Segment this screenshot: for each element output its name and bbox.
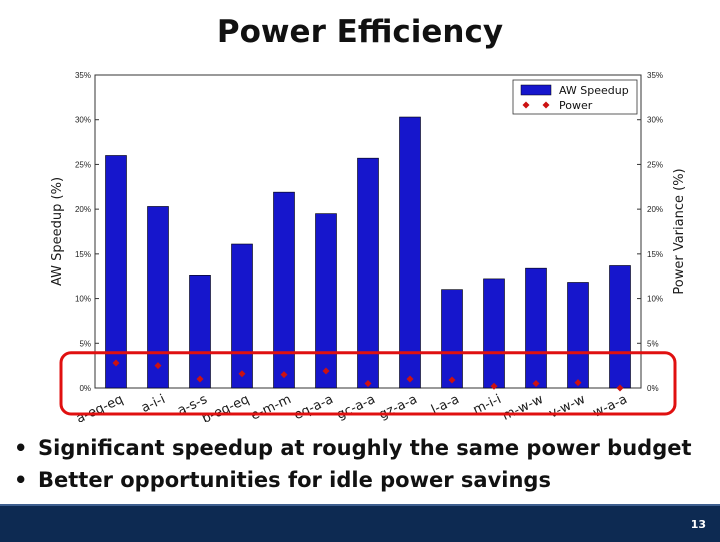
bar-a-s-s [189, 275, 211, 389]
bar-w-a-a [609, 265, 631, 389]
bar-a-eq-eq [105, 155, 127, 389]
y2-tick-label: 0% [647, 384, 659, 393]
bar-a-i-i [147, 206, 169, 389]
x-tick-label: eq-a-a [292, 392, 336, 422]
bar-gz-a-a [399, 116, 421, 389]
legend-label: AW Speedup [559, 84, 629, 97]
x-tick-label: e-m-m [249, 392, 294, 422]
x-tick-label: m-w-w [500, 392, 546, 422]
x-tick-label: b-eq-eq [200, 392, 252, 422]
bullet-dot-icon: • [14, 436, 28, 460]
slide-title: Power Efficiency [216, 14, 504, 50]
bullet-dot-icon: • [14, 468, 28, 492]
y2-tick-label: 30% [647, 116, 663, 125]
y2-tick-label: 10% [647, 295, 663, 304]
y2-tick-label: 25% [647, 160, 663, 169]
bar-v-w-w [567, 282, 589, 389]
y-tick-label: 10% [75, 295, 91, 304]
y-tick-label: 35% [75, 71, 91, 80]
y2-tick-label: 15% [647, 250, 663, 259]
y2-tick-label: 5% [647, 339, 659, 348]
legend-swatch-marker [522, 101, 530, 109]
legend-swatch-marker [542, 101, 550, 109]
y-tick-label: 15% [75, 250, 91, 259]
power-marker-l-a-a [448, 376, 456, 384]
power-marker-gc-a-a [364, 380, 372, 388]
y-tick-label: 0% [79, 384, 91, 393]
y-tick-label: 5% [79, 339, 91, 348]
bar-l-a-a [441, 289, 463, 389]
x-tick-label: v-w-w [547, 392, 588, 422]
y2-tick-label: 20% [647, 205, 663, 214]
bar-gc-a-a [357, 157, 379, 389]
x-tick-label: w-a-a [591, 392, 630, 421]
footer-bar: 13 [0, 504, 720, 542]
y-tick-label: 20% [75, 205, 91, 214]
power-marker-w-a-a [616, 384, 624, 392]
power-marker-a-eq-eq [112, 359, 120, 367]
bar-e-m-m [273, 191, 295, 389]
highlight-box [59, 351, 677, 416]
bullet-list: • Significant speedup at roughly the same… [14, 432, 714, 496]
y-tick-label: 25% [75, 160, 91, 169]
bar-chart: 0% 0% 5% 5% 10% 10% 15% 15% 20% 20% 25% 25% 30% 30% 35… [50, 71, 687, 422]
power-marker-v-w-w [574, 379, 582, 387]
x-tick-label: a-eq-eq [74, 392, 126, 422]
bar-m-i-i [483, 278, 505, 389]
legend-swatch-bar [520, 84, 552, 96]
x-tick-label: a-i-i [139, 392, 168, 416]
power-marker-a-s-s [196, 375, 204, 383]
bar-b-eq-eq [231, 243, 253, 389]
chart-container: 0% 0% 5% 5% 10% 10% 15% 15% 20% 20% 25% 25% 30% 30% 35… [45, 62, 695, 422]
y2-tick-label: 35% [647, 71, 663, 80]
x-tick-label: gc-a-a [334, 392, 377, 422]
bullet-item: • Significant speedup at roughly the same… [14, 432, 714, 464]
power-marker-eq-a-a [322, 367, 330, 375]
x-tick-label: gz-a-a [377, 392, 420, 422]
bullet-text: Significant speedup at roughly the same … [38, 436, 692, 460]
power-marker-a-i-i [154, 362, 162, 370]
legend-label: Power [559, 99, 593, 112]
y2-axis-label: Power Variance (%) [672, 168, 687, 294]
power-marker-e-m-m [280, 371, 288, 379]
bullet-item: • Better opportunities for idle power sav… [14, 464, 714, 496]
bar-eq-a-a [315, 213, 337, 389]
bar-m-w-w [525, 267, 547, 389]
power-marker-gz-a-a [406, 375, 414, 383]
page-number: 13 [690, 518, 706, 531]
y-axis-label: AW Speedup (%) [50, 177, 65, 286]
power-marker-m-w-w [532, 380, 540, 388]
power-marker-b-eq-eq [238, 370, 246, 378]
power-marker-m-i-i [490, 382, 498, 390]
bullet-text: Better opportunities for idle power savi… [38, 468, 551, 492]
y-tick-label: 30% [75, 116, 91, 125]
